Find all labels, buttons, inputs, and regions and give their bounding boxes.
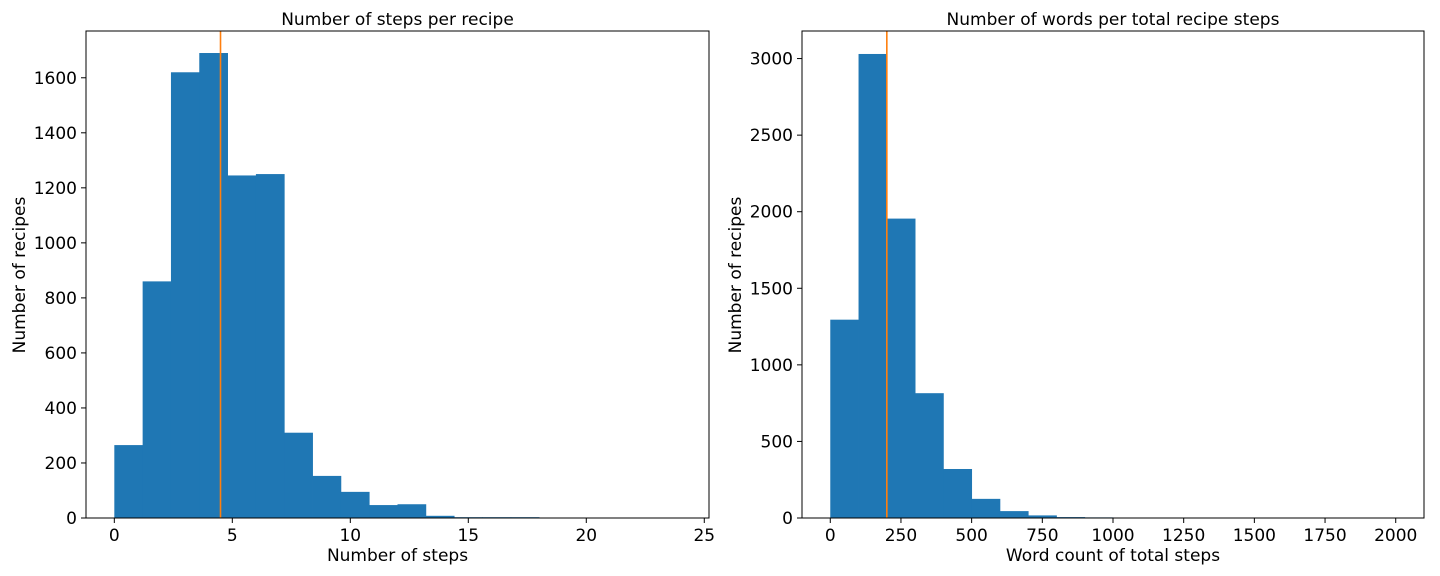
x-tick-label: 750	[1026, 526, 1058, 546]
steps-per-recipe-chart: Number of steps per recipe Number of ste…	[10, 10, 715, 566]
y-tick-label: 3000	[750, 50, 793, 70]
histogram-bar	[999, 511, 1029, 518]
y-tick-label: 0	[782, 509, 793, 529]
histogram-bar	[830, 319, 859, 518]
histogram-bar	[886, 218, 916, 518]
words-per-recipe-chart: Number of words per total recipe steps W…	[726, 10, 1425, 566]
histogram-bar	[915, 393, 944, 518]
y-tick-label: 400	[45, 399, 77, 419]
y-tick-label: 2000	[750, 203, 793, 223]
histogram-bar	[369, 505, 398, 518]
histogram-bar	[1028, 515, 1057, 518]
y-tick-label: 1600	[34, 69, 77, 89]
x-tick-label: 1000	[1091, 526, 1134, 546]
chart-title: Number of steps per recipe	[281, 10, 514, 30]
y-tick-label: 600	[45, 344, 77, 364]
y-axis-label: Number of recipes	[10, 196, 30, 353]
histogram-bar	[397, 504, 427, 518]
histogram-bar	[284, 432, 313, 518]
histogram-bar	[255, 174, 285, 519]
histogram-bar	[425, 515, 455, 518]
y-tick-label: 1200	[34, 179, 77, 199]
histogram-bar	[199, 53, 228, 519]
x-tick-label: 0	[109, 526, 120, 546]
histogram-bar	[312, 475, 342, 518]
x-tick-label: 15	[457, 526, 479, 546]
histogram-bar	[943, 468, 973, 518]
x-tick-label: 20	[575, 526, 597, 546]
y-tick-label: 1000	[750, 356, 793, 376]
y-tick-label: 1000	[34, 234, 77, 254]
x-tick-label: 1250	[1162, 526, 1205, 546]
x-axis-label: Word count of total steps	[1006, 546, 1220, 566]
y-tick-label: 0	[66, 509, 77, 529]
y-tick-label: 1400	[34, 124, 77, 144]
y-tick-label: 2500	[750, 126, 793, 146]
x-tick-label: 5	[227, 526, 238, 546]
histogram-bar	[114, 445, 144, 518]
x-tick-label: 250	[885, 526, 917, 546]
histogram-bar	[858, 53, 888, 518]
chart-title: Number of words per total recipe steps	[947, 10, 1280, 30]
x-tick-label: 0	[825, 526, 836, 546]
y-axis-label: Number of recipes	[726, 196, 746, 353]
y-tick-label: 800	[45, 289, 77, 309]
y-tick-label: 500	[761, 432, 793, 452]
x-tick-label: 25	[693, 526, 715, 546]
histogram-bar	[971, 498, 1001, 518]
x-tick-label: 1750	[1303, 526, 1346, 546]
y-tick-label: 200	[45, 454, 77, 474]
x-tick-label: 2000	[1374, 526, 1417, 546]
x-tick-label: 500	[955, 526, 987, 546]
histogram-bar	[170, 72, 200, 519]
histogram-bar	[227, 175, 257, 518]
x-tick-label: 10	[339, 526, 361, 546]
x-axis-label: Number of steps	[327, 546, 468, 566]
x-tick-label: 1500	[1233, 526, 1276, 546]
plot-frame	[85, 30, 710, 519]
y-tick-label: 1500	[750, 279, 793, 299]
histogram-bar	[340, 491, 370, 518]
histogram-bar	[142, 281, 172, 518]
